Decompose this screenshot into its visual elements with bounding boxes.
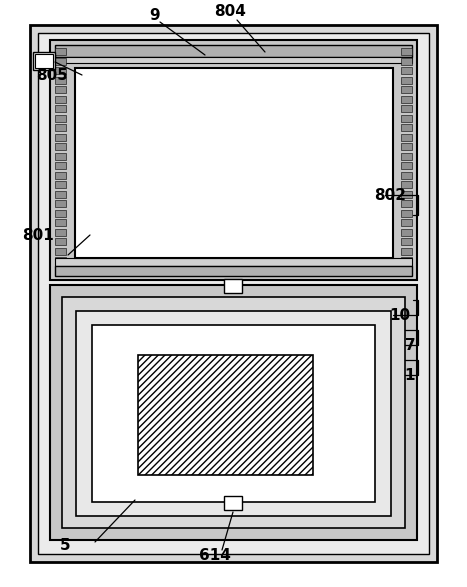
Bar [401,248,412,255]
Text: 5: 5 [60,538,71,552]
Bar [55,96,66,103]
Bar [55,76,66,83]
Bar [55,228,66,235]
Bar [401,238,412,245]
Bar [138,355,313,475]
Bar [55,105,66,112]
Bar [401,86,412,93]
Bar [55,219,66,226]
Bar [401,96,412,103]
Bar [401,76,412,83]
Bar [55,57,412,63]
Bar [401,133,412,140]
Bar [55,45,412,57]
Bar [55,48,66,55]
Bar [401,162,412,169]
Bar [401,153,412,160]
Bar [55,248,66,255]
Bar [401,143,412,150]
Bar [401,219,412,226]
Bar [55,67,66,74]
Bar [401,200,412,207]
Bar [55,124,66,131]
Bar [75,68,393,258]
Bar [55,143,66,150]
Text: 10: 10 [389,308,410,322]
Bar [55,191,66,197]
Bar [33,52,55,70]
Bar [401,124,412,131]
Bar [55,86,66,93]
Bar [55,266,412,276]
Bar [224,496,242,510]
Text: 804: 804 [214,5,246,19]
Text: 801: 801 [22,228,54,242]
Text: 9: 9 [150,8,160,22]
Bar [38,33,429,554]
Bar [401,257,412,264]
Bar [401,228,412,235]
Bar [76,311,391,516]
Bar [30,25,437,562]
Bar [55,58,66,65]
Bar [55,133,66,140]
Bar [401,48,412,55]
Text: 614: 614 [199,548,231,562]
Text: 1: 1 [405,367,415,383]
Bar [401,58,412,65]
Bar [55,162,66,169]
Bar [401,171,412,178]
Bar [62,297,405,528]
Bar [55,258,412,266]
Bar [55,153,66,160]
Bar [55,114,66,122]
Text: 805: 805 [36,68,68,83]
Text: 7: 7 [405,338,415,353]
Bar [401,105,412,112]
Bar [401,67,412,74]
Bar [401,181,412,188]
Bar [55,257,66,264]
Bar [55,181,66,188]
Bar [35,54,53,68]
Bar [55,210,66,217]
Bar [401,210,412,217]
Text: 802: 802 [374,187,406,203]
Bar [50,40,417,280]
Bar [92,325,375,502]
Bar [224,279,242,293]
Bar [55,171,66,178]
Bar [55,200,66,207]
Bar [401,114,412,122]
Bar [401,191,412,197]
Bar [55,238,66,245]
Bar [50,285,417,540]
